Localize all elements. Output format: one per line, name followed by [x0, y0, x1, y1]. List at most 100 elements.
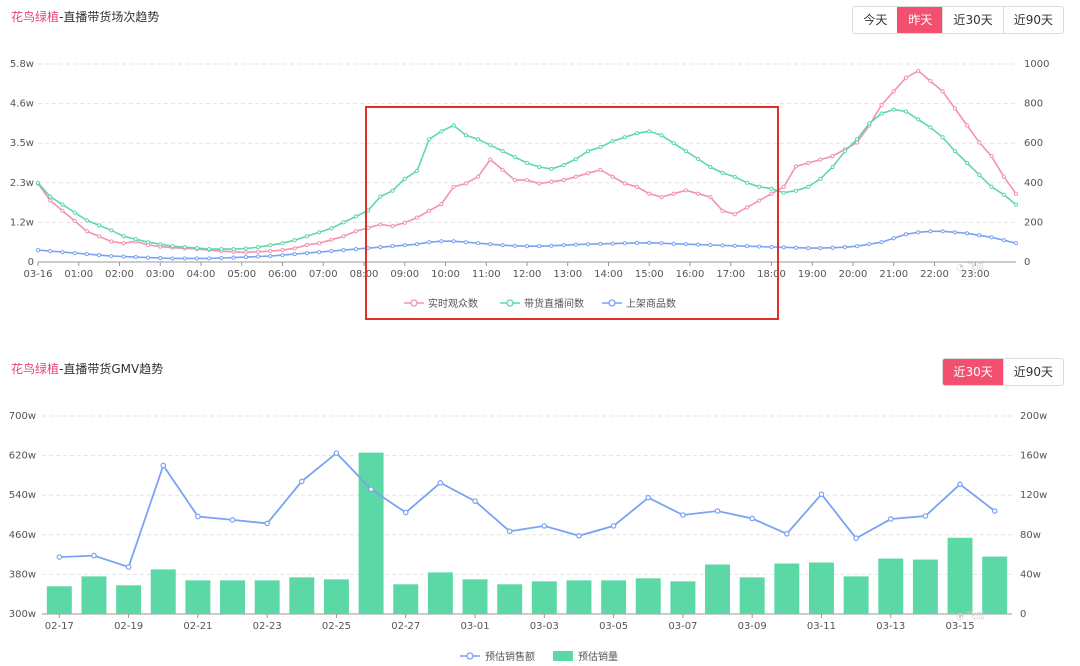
series-1-point [524, 160, 530, 166]
bottom-title-rest: -直播带货GMV趋势 [59, 362, 164, 376]
bottom-chart-title: 花鸟绿植-直播带货GMV趋势 [11, 360, 163, 377]
gmv-line [59, 451, 996, 569]
bar [185, 580, 211, 614]
series-0-point [317, 241, 322, 246]
series-2-point [854, 244, 860, 249]
series-1-point [329, 226, 334, 231]
legend-marker-2 [608, 299, 616, 307]
x-tick-label: 02-21 [183, 621, 212, 632]
series-0-point [500, 167, 505, 172]
bar [254, 580, 280, 614]
series-0-point [610, 174, 615, 179]
series-2-point [928, 229, 933, 234]
series-0-point [353, 229, 358, 234]
bar [150, 569, 176, 614]
series-0-point [427, 208, 432, 213]
top-range-btn-0[interactable]: 今天 [853, 7, 898, 33]
series-0-point [879, 102, 884, 108]
series-1-point [439, 129, 444, 134]
series-1-point [634, 131, 640, 136]
x-tick-label: 11:00 [472, 269, 501, 280]
top-range-btn-3[interactable]: 近90天 [1002, 7, 1063, 33]
series-1-point [842, 149, 847, 154]
series-2-point [329, 249, 334, 254]
series-2-point [121, 254, 126, 259]
series-2-point [940, 229, 945, 234]
series-0-point [280, 247, 285, 253]
series-2-point [549, 243, 554, 248]
gmv-point [922, 513, 929, 519]
series-2-point [732, 243, 737, 248]
series-2-point [610, 241, 615, 246]
series-0-point [60, 208, 65, 213]
series-1-point [610, 139, 615, 144]
gmv-point [784, 531, 790, 537]
series-1-point [353, 214, 358, 219]
series-0-point [781, 184, 786, 189]
gmv-point [299, 478, 305, 485]
series-0-point [561, 177, 566, 183]
series-2-point [243, 254, 248, 260]
top-range-btn-1[interactable]: 昨天 [897, 7, 943, 33]
x-tick-label: 02-25 [322, 621, 351, 632]
series-2-point [439, 239, 444, 244]
bar [739, 577, 765, 614]
series-0-point [524, 177, 530, 183]
bar [427, 572, 453, 614]
bottom-range-btn-1[interactable]: 近90天 [1002, 359, 1063, 385]
series-1-point [390, 188, 395, 193]
series-1-point [109, 228, 114, 233]
series-1-point [317, 230, 322, 235]
series-1-point [48, 194, 53, 199]
bar [497, 584, 523, 614]
bottom-range-btn-0[interactable]: 近30天 [943, 359, 1003, 385]
series-2-point [708, 242, 713, 248]
series-0-point [439, 201, 444, 207]
x-tick-label: 10:00 [431, 269, 460, 280]
series-0-point [329, 237, 334, 242]
series-2-point [916, 230, 921, 235]
series-0-point [48, 198, 53, 203]
series-0-point [488, 157, 493, 162]
x-tick-label: 13:00 [553, 269, 582, 280]
series-0-point [121, 241, 126, 246]
series-1-point [1013, 202, 1019, 207]
series-2-point [35, 248, 41, 253]
series-1-point [952, 149, 957, 154]
x-tick-label: 02-19 [114, 621, 143, 632]
series-2-point [830, 245, 835, 250]
series-1-point [903, 109, 909, 114]
x-tick-label: 03-16 [23, 269, 52, 280]
gmv-point [91, 552, 97, 559]
series-2-point [145, 255, 151, 260]
series-2-point [476, 241, 481, 246]
x-tick-label: 03-13 [876, 621, 905, 632]
series-2-point [842, 245, 847, 250]
series-0-point [928, 78, 933, 84]
x-tick-label: 16:00 [676, 269, 705, 280]
series-1-point [1001, 192, 1006, 197]
series-2-point [634, 240, 640, 246]
series-1-point [586, 149, 591, 154]
series-1-point [696, 156, 701, 162]
bar [878, 558, 904, 614]
y-left-tick: 4.6w [10, 99, 34, 110]
x-tick-label: 12:00 [513, 269, 542, 280]
x-tick-label: 03:00 [146, 269, 175, 280]
bar [601, 580, 627, 614]
series-1-point [867, 121, 872, 126]
series-1-point [928, 125, 933, 130]
gmv-point [714, 508, 721, 514]
series-0-point [940, 89, 945, 94]
legend-label-0: 实时观众数 [428, 297, 478, 310]
series-1-point [561, 162, 566, 168]
series-2-point [757, 244, 762, 249]
top-range-btn-2[interactable]: 近30天 [942, 7, 1003, 33]
y-left-tick: 620w [9, 451, 36, 462]
y-right-tick: 80w [1020, 530, 1041, 541]
series-0-point [720, 208, 725, 213]
series-2-point [879, 240, 884, 245]
series-0-point [977, 140, 982, 145]
x-tick-label: 02-27 [391, 621, 420, 632]
series-1-point [207, 247, 212, 252]
